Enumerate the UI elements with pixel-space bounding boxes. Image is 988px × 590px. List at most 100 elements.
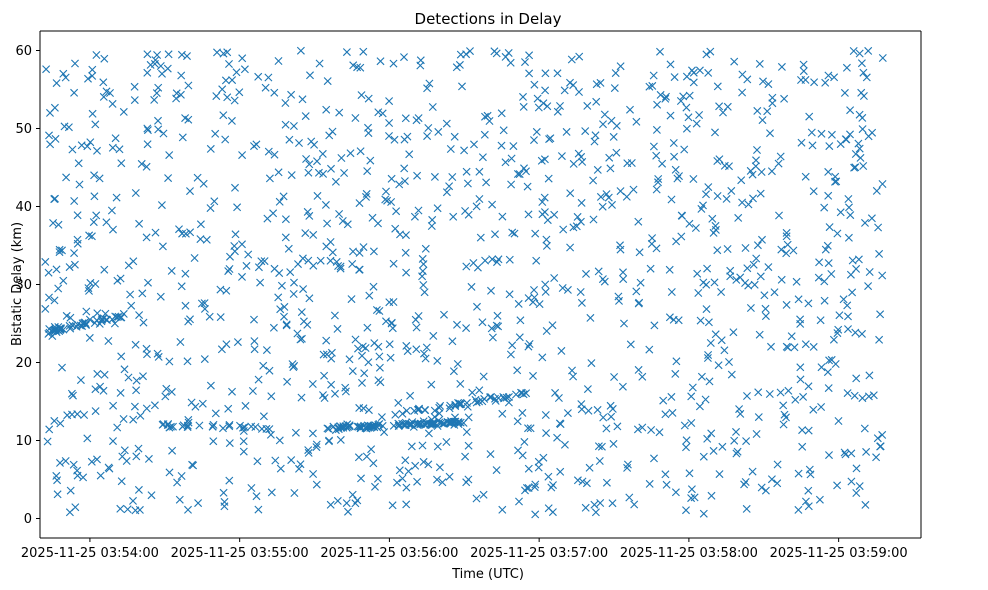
data-point [608,404,617,413]
data-point [388,501,397,510]
data-point [253,457,262,466]
data-point [846,211,855,220]
data-point [770,288,779,297]
data-point [178,422,187,431]
data-point [625,493,634,502]
data-point [556,467,565,476]
data-point [758,235,766,244]
data-point [876,310,885,319]
data-point [161,392,170,401]
data-point [776,388,785,397]
data-point [632,287,641,296]
data-point [487,286,495,295]
data-point [411,315,420,324]
data-point [562,127,571,136]
data-point [90,171,99,180]
data-point [369,247,378,256]
data-point [68,321,77,330]
data-point [872,186,881,195]
data-point [507,180,516,189]
data-point [776,152,785,161]
data-point [92,51,101,59]
data-point [165,151,174,160]
data-point [836,208,845,217]
data-point [341,387,350,396]
data-point [820,296,829,305]
x-tick-label: 2025-11-25 03:58:00 [620,546,758,561]
data-point [479,372,488,381]
data-point [830,73,839,82]
data-point [252,140,261,149]
data-point [715,102,724,111]
data-point [134,485,143,494]
data-point [45,293,53,302]
data-point [677,232,686,241]
data-point [707,429,716,438]
data-point [702,280,711,289]
data-point [123,505,132,514]
data-point [573,476,582,485]
data-point [575,52,584,61]
data-point [463,179,472,188]
data-point [847,449,856,458]
data-point [177,50,186,59]
data-point [225,422,234,431]
data-point [820,203,829,212]
data-point [505,290,514,299]
data-point [666,60,675,69]
data-point [167,387,176,396]
data-point [520,437,529,446]
data-point [280,302,289,311]
data-point [851,163,860,172]
data-point [127,301,136,310]
data-point [314,168,323,177]
data-point [589,176,598,185]
data-point [355,265,364,274]
data-point [750,280,759,289]
data-point [794,295,803,304]
data-point [239,423,247,432]
data-point [74,159,83,168]
data-point [70,88,79,97]
data-point [308,429,317,438]
y-tick-label: 40 [15,200,32,215]
data-point [281,233,290,242]
data-point [667,195,676,204]
data-point [322,105,331,114]
data-point [709,446,718,455]
data-point [226,252,234,261]
data-point [506,350,515,359]
data-point [809,342,818,351]
data-point [197,299,206,308]
data-point [383,196,392,205]
data-point [766,129,774,138]
data-point [499,126,508,135]
data-point [404,467,413,476]
data-point [703,354,712,362]
data-point [402,406,411,415]
data-point [305,294,314,303]
data-point [45,131,53,140]
data-point [596,499,605,507]
data-point [117,352,126,361]
axes-frame [39,30,922,539]
data-point [93,309,102,318]
data-point [336,262,345,271]
data-point [635,248,644,257]
data-point [456,379,465,388]
data-point [753,106,762,115]
data-point [364,406,373,415]
data-point [815,495,824,504]
data-point [713,192,722,200]
data-point [144,454,153,463]
data-point [783,343,792,352]
data-point [504,49,513,57]
data-point [70,249,79,258]
data-point [525,340,534,348]
data-point [116,504,125,513]
data-point [616,245,625,254]
data-point [385,119,394,127]
data-point [44,268,53,277]
data-point [864,282,873,291]
